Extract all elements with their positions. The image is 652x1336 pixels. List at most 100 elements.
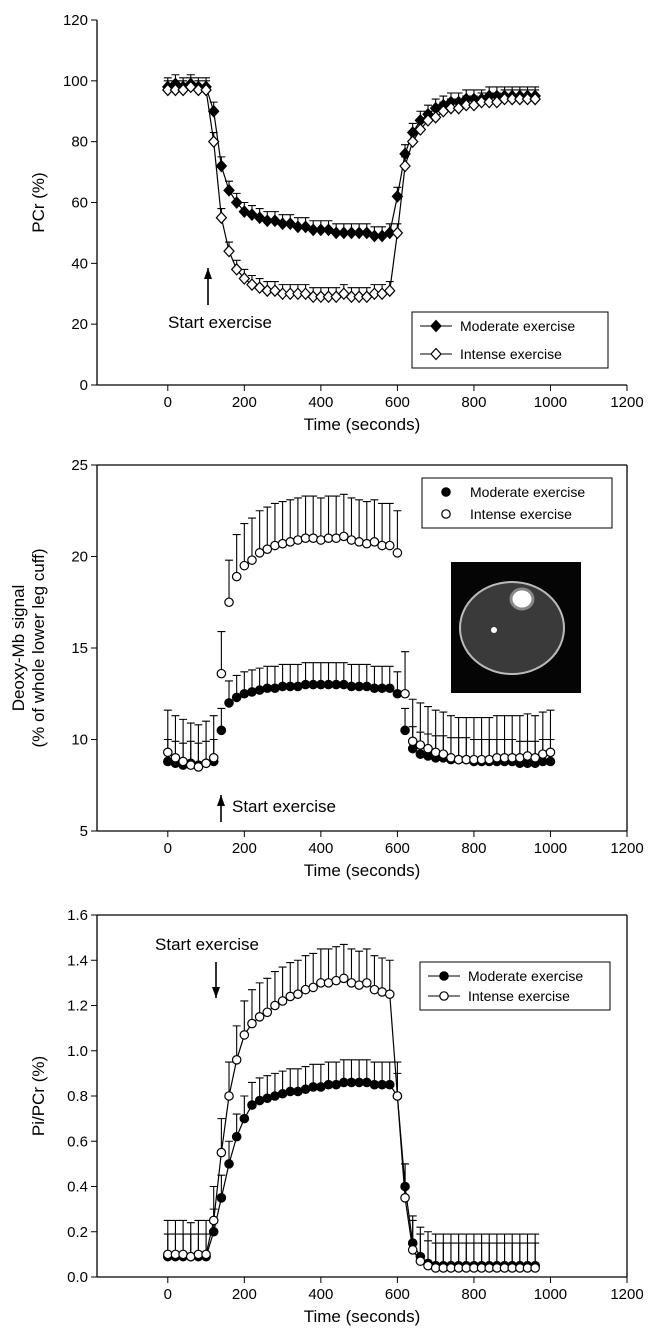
error-bar [270,502,279,546]
marker [262,1007,273,1018]
marker [262,544,273,554]
marker [239,560,250,571]
marker [339,973,349,984]
marker [331,533,341,543]
x-tick-label: 600 [385,394,410,411]
error-bar [424,706,433,749]
x-tick-label: 0 [164,394,172,411]
error-bar [324,495,333,539]
marker [208,1215,219,1226]
marker [200,83,212,97]
marker [521,92,534,106]
legend-label: Moderate exercise [460,318,575,334]
marker [522,751,533,761]
marker [254,1012,265,1022]
marker [506,92,519,106]
legend-box [411,311,609,369]
error-bar [370,955,379,990]
marker [384,683,395,694]
mri-inset [451,562,581,693]
y-tick-label: 1.6 [67,907,88,924]
series-line [167,86,536,298]
marker [361,538,372,549]
marker [292,220,304,234]
inset-bone-small [491,627,497,633]
error-bar [531,1233,540,1268]
error-bar [393,510,402,553]
error-bar [286,961,295,997]
marker [514,92,526,106]
marker [230,263,243,276]
marker [369,537,380,547]
error-bar [232,533,241,577]
x-axis-label: Time (seconds) [304,1307,421,1326]
annotation-arrowhead [217,795,225,806]
marker [446,752,456,763]
error-bar [454,716,463,760]
error-bar [301,495,310,539]
error-bar [362,501,371,544]
marker [270,683,280,694]
error-bar [508,1233,517,1268]
error-bar [255,982,264,1017]
x-axis-label: Time (seconds) [304,415,421,434]
y-tick-label: 80 [71,134,88,151]
error-bar [446,715,455,758]
error-bar [263,977,272,1013]
marker [216,1147,227,1158]
legend: Moderate exercise Intense exercise [411,311,609,369]
error-bar [492,1233,501,1268]
marker [354,537,364,547]
marker [406,135,419,149]
marker [254,685,265,695]
error-bar [179,718,188,762]
x-tick-label: 1200 [610,1286,643,1303]
error-bar [163,1219,172,1255]
error-bar [523,1233,532,1268]
error-bar [523,713,532,756]
marker [475,95,488,109]
marker [345,290,358,304]
error-bar [500,1233,509,1268]
y-axis-label: Pi/PCr (%) [29,1056,48,1136]
marker [545,756,556,767]
x-tick-label: 1200 [610,840,643,857]
marker [270,540,280,551]
legend-marker [441,487,451,497]
marker [361,681,372,692]
x-tick-label: 200 [232,840,257,857]
error-bar [240,1000,249,1035]
y-tick-label: 0.8 [67,1088,88,1105]
marker [415,1256,426,1266]
marker [239,1113,250,1124]
marker [215,159,228,173]
error-bar [462,716,471,760]
error-bar [209,715,218,758]
x-tick-label: 1000 [534,1286,567,1303]
error-bar [209,1185,218,1221]
marker [224,1091,234,1101]
y-tick-label: 5 [80,823,88,840]
error-bar [247,517,256,561]
marker [231,571,242,582]
error-bar [286,499,295,542]
error-bar [446,1233,455,1268]
y-tick-label: 1.2 [67,998,88,1015]
marker [330,226,342,240]
marker [276,217,289,231]
error-bar [477,1233,486,1268]
legend-box [419,961,611,1011]
marker [224,698,234,708]
marker [445,101,457,115]
error-bar [347,497,356,541]
annotation-arrowhead [204,268,212,279]
marker [162,747,173,758]
marker [230,196,243,209]
marker [308,982,319,993]
marker [192,83,205,97]
y-tick-label: 25 [71,457,88,474]
error-bar [424,1231,433,1266]
error-bar [301,955,310,990]
x-tick-label: 400 [308,394,333,411]
